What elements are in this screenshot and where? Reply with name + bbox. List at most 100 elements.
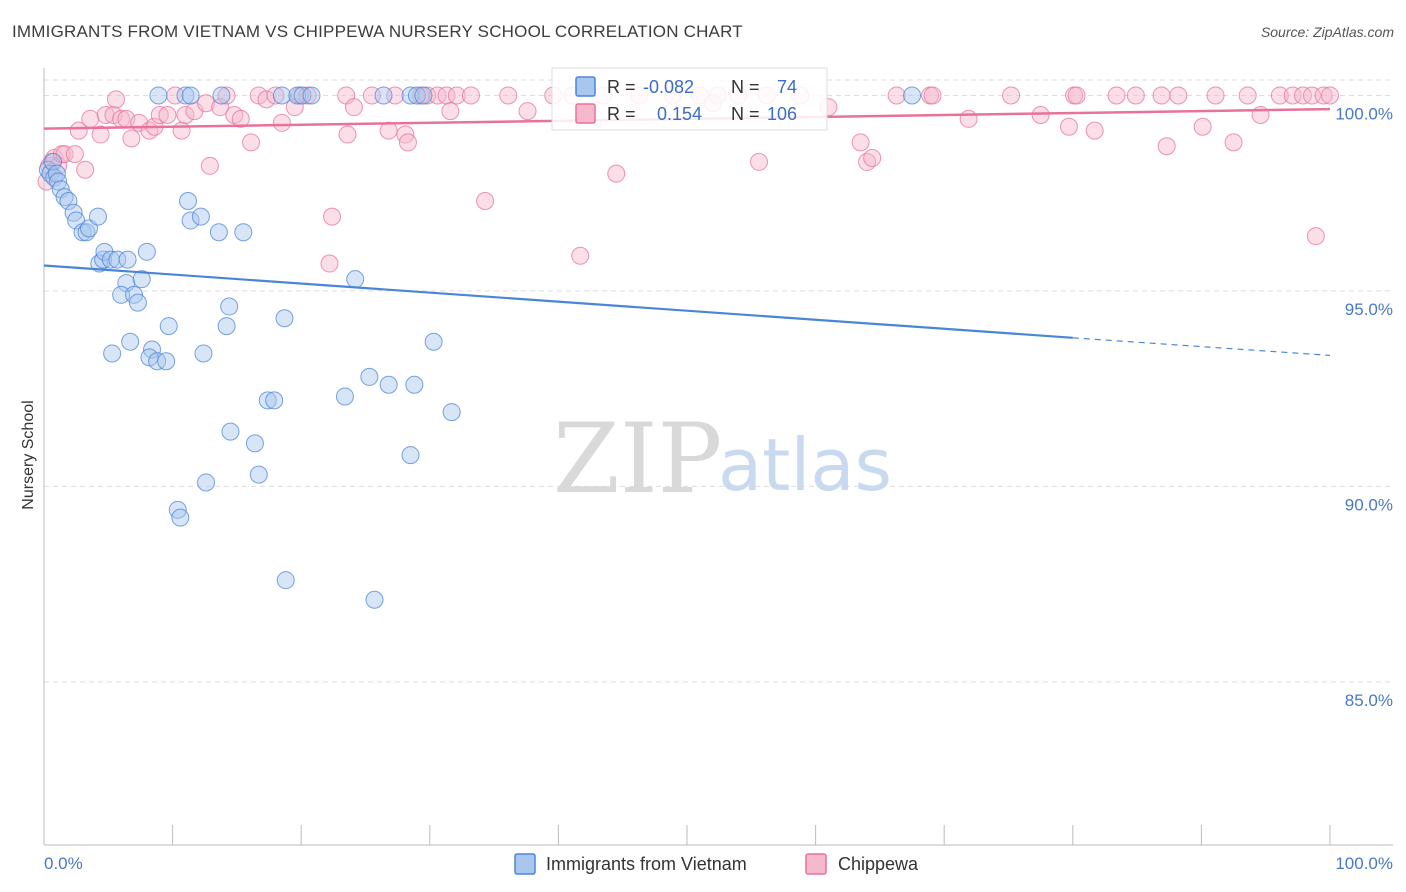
vietnam-point-68 xyxy=(302,86,321,105)
vietnam-point-41 xyxy=(234,223,253,242)
stats-blue-swatch xyxy=(575,76,596,97)
chippewa-point-78 xyxy=(887,86,906,105)
vietnam-trend-line xyxy=(43,264,1073,339)
vietnam-trend-extension xyxy=(1072,337,1331,357)
stats-box: R = -0.082 N = 74 R = 0.154 N = 106 xyxy=(551,67,828,131)
vietnam-point-42 xyxy=(258,391,277,410)
chippewa-point-50 xyxy=(398,133,417,152)
vietnam-point-33 xyxy=(159,317,178,336)
chippewa-point-89 xyxy=(1126,86,1145,105)
chippewa-point-22 xyxy=(158,106,177,124)
y-tick-labels: 85.0% 90.0% 95.0% 100.0% xyxy=(1335,104,1393,709)
y-tick-label-3: 100.0% xyxy=(1335,104,1393,123)
chippewa-point-30 xyxy=(217,86,236,105)
vietnam-point-56 xyxy=(424,332,443,351)
vietnam-point-58 xyxy=(401,446,420,465)
vietnam-point-32 xyxy=(157,352,176,371)
stats-pink-r-label: R = xyxy=(607,104,636,124)
stats-pink-n-value: 106 xyxy=(767,104,797,124)
vietnam-point-60 xyxy=(365,590,384,609)
chippewa-point-99 xyxy=(1283,86,1302,105)
watermark: ZIP atlas xyxy=(553,403,892,515)
vietnam-point-54 xyxy=(360,367,379,386)
stats-blue-n-value: 74 xyxy=(777,77,797,97)
vietnam-point-45 xyxy=(245,434,264,453)
chippewa-point-59 xyxy=(499,86,518,105)
vietnam-point-24 xyxy=(132,270,151,289)
chippewa-point-100 xyxy=(1293,86,1312,105)
y-axis-label: Nursery School xyxy=(20,400,37,509)
chippewa-point-24 xyxy=(172,121,191,140)
chippewa-point-94 xyxy=(1206,86,1225,105)
chippewa-point-92 xyxy=(1169,86,1188,105)
chippewa-point-81 xyxy=(959,109,978,128)
chippewa-point-37 xyxy=(272,113,291,132)
vietnam-point-62 xyxy=(176,86,195,105)
chippewa-point-65 xyxy=(607,164,626,183)
chippewa-point-71 xyxy=(750,152,769,171)
x-tick-label-1: 100.0% xyxy=(1335,854,1393,873)
chippewa-point-57 xyxy=(461,86,480,105)
vietnam-point-39 xyxy=(220,297,239,316)
chippewa-point-86 xyxy=(1067,86,1086,105)
vietnam-point-21 xyxy=(112,285,131,304)
chippewa-point-83 xyxy=(1031,106,1050,124)
chippewa-point-77 xyxy=(863,149,882,167)
stats-pink-n-label: N = xyxy=(731,104,760,124)
vietnam-points xyxy=(38,86,922,609)
chippewa-point-58 xyxy=(476,192,495,210)
vietnam-point-57 xyxy=(442,403,461,422)
vietnam-point-63 xyxy=(181,86,200,105)
chippewa-point-33 xyxy=(242,133,261,152)
vietnam-point-72 xyxy=(903,86,922,105)
vietnam-point-34 xyxy=(179,192,198,210)
vietnam-point-46 xyxy=(249,465,268,484)
vietnam-point-71 xyxy=(407,86,426,105)
chippewa-point-98 xyxy=(1270,86,1289,105)
stats-box-frame xyxy=(551,67,828,131)
vietnam-point-16 xyxy=(94,250,113,269)
chippewa-point-55 xyxy=(441,102,460,121)
chippewa-point-9 xyxy=(69,121,88,140)
chippewa-point-82 xyxy=(1002,86,1021,105)
chart-title: IMMIGRANTS FROM VIETNAM VS CHIPPEWA NURS… xyxy=(12,22,743,41)
chippewa-point-40 xyxy=(298,86,317,105)
chippewa-point-7 xyxy=(65,145,84,164)
vietnam-point-69 xyxy=(374,86,393,105)
watermark-atlas: atlas xyxy=(718,423,892,507)
chippewa-point-47 xyxy=(379,121,398,140)
vietnam-point-37 xyxy=(194,344,213,363)
vietnam-point-52 xyxy=(346,270,365,289)
vietnam-point-19 xyxy=(108,250,127,269)
chippewa-point-36 xyxy=(266,86,285,105)
x-tick-label-0: 0.0% xyxy=(44,854,83,873)
chippewa-point-27 xyxy=(197,94,216,113)
chippewa-point-60 xyxy=(518,102,537,121)
chippewa-point-11 xyxy=(91,125,110,144)
chippewa-point-44 xyxy=(338,125,357,144)
chippewa-point-95 xyxy=(1224,133,1243,152)
chippewa-point-32 xyxy=(231,109,250,128)
y-tick-label-1: 90.0% xyxy=(1345,495,1393,514)
y-tick-label-2: 95.0% xyxy=(1345,300,1393,319)
vietnam-point-40 xyxy=(217,317,236,336)
vietnam-point-31 xyxy=(148,352,167,371)
legend: Immigrants from Vietnam Chippewa xyxy=(514,853,919,875)
vietnam-point-27 xyxy=(128,293,147,312)
chippewa-point-90 xyxy=(1152,86,1171,105)
stats-blue-r-value: -0.082 xyxy=(643,77,694,97)
vietnam-point-22 xyxy=(118,250,137,269)
vietnam-point-65 xyxy=(272,86,291,105)
legend-swatch-vietnam xyxy=(514,853,536,875)
vietnam-point-36 xyxy=(191,207,210,226)
chippewa-point-96 xyxy=(1238,86,1257,105)
chippewa-point-53 xyxy=(428,86,447,105)
vietnam-point-67 xyxy=(293,86,312,105)
legend-label-chippewa: Chippewa xyxy=(838,854,919,874)
vietnam-point-2 xyxy=(44,152,63,171)
vietnam-point-43 xyxy=(265,391,284,410)
chippewa-point-12 xyxy=(96,106,115,124)
chippewa-point-42 xyxy=(320,254,339,273)
chippewa-point-104 xyxy=(1321,86,1339,105)
chippewa-point-10 xyxy=(81,109,100,128)
